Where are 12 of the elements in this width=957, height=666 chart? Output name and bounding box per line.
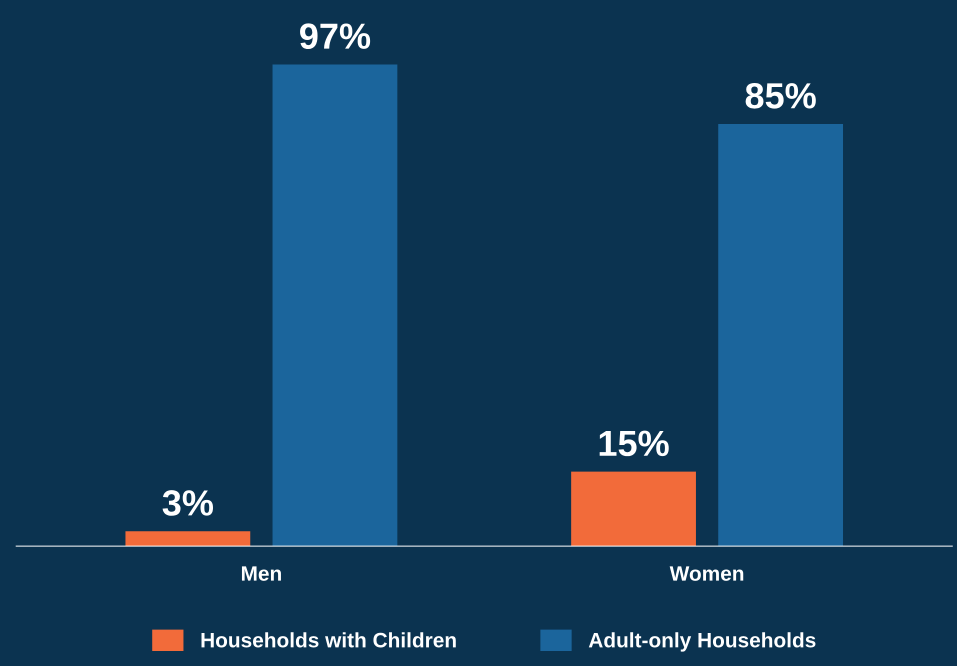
x-tick-label: Women (670, 566, 744, 581)
data-label: 3% (162, 490, 214, 516)
legend-label: Adult-only Households (588, 632, 816, 652)
data-label: 97% (300, 23, 370, 49)
x-tick-label: Men (242, 566, 281, 581)
data-label: 15% (600, 430, 669, 456)
bar (272, 64, 398, 546)
bar (718, 124, 844, 546)
bar (571, 472, 696, 546)
bar (125, 531, 250, 546)
data-label: 85% (746, 83, 816, 109)
legend-label: Households with Children (202, 632, 456, 648)
